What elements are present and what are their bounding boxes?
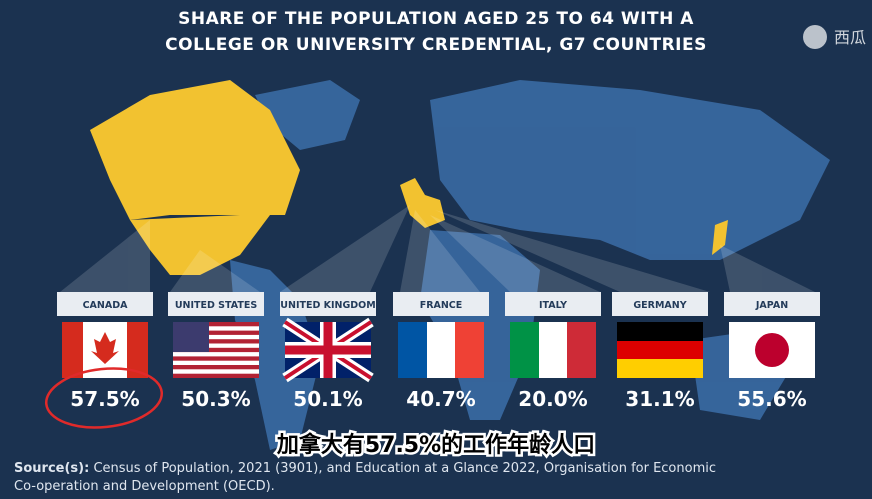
country-value: 20.0% bbox=[518, 387, 587, 411]
source-label: Source(s): bbox=[14, 461, 89, 476]
country-label-box bbox=[168, 292, 264, 316]
highlighted-countries bbox=[90, 80, 728, 275]
flag-germany bbox=[617, 322, 703, 378]
title: SHARE OF THE POPULATION AGED 25 TO 64 WI… bbox=[178, 9, 694, 29]
source-text: Census of Population, 2021 (3901), and E… bbox=[93, 461, 716, 476]
country-name: ITALY bbox=[539, 300, 567, 311]
country-label-box bbox=[280, 292, 376, 316]
country-name: CANADA bbox=[83, 300, 129, 311]
source-line: Source(s): Census of Population, 2021 (3… bbox=[14, 461, 716, 476]
country-name: FRANCE bbox=[420, 300, 463, 311]
flag-italy bbox=[510, 322, 596, 378]
flag-japan bbox=[729, 322, 815, 378]
country-name: UNITED KINGDOM bbox=[280, 300, 375, 311]
country-value: 40.7% bbox=[406, 387, 475, 411]
country-name: JAPAN bbox=[755, 300, 788, 311]
caption: 加拿大有57.5%的工作年龄人口 bbox=[276, 432, 595, 458]
watermark: 西瓜 bbox=[834, 28, 866, 47]
country-value: 55.6% bbox=[737, 387, 806, 411]
country-label-box bbox=[724, 292, 820, 316]
country-value: 50.1% bbox=[293, 387, 362, 411]
watermark-logo bbox=[803, 25, 827, 49]
country-label-box bbox=[612, 292, 708, 316]
highlight-circle bbox=[44, 367, 164, 429]
country-label-box bbox=[57, 292, 153, 316]
country-label-box bbox=[505, 292, 601, 316]
light-beams bbox=[60, 205, 815, 292]
country-label-box bbox=[393, 292, 489, 316]
country-name: UNITED STATES bbox=[175, 300, 258, 311]
country-value: 50.3% bbox=[181, 387, 250, 411]
country-value: 31.1% bbox=[625, 387, 694, 411]
country-value: 57.5% bbox=[70, 387, 139, 411]
flag-uk bbox=[282, 317, 374, 383]
title: COLLEGE OR UNIVERSITY CREDENTIAL, G7 COU… bbox=[165, 35, 707, 55]
flag-us bbox=[173, 322, 259, 378]
source-text: Co-operation and Development (OECD). bbox=[14, 479, 275, 494]
flag-france bbox=[398, 322, 484, 378]
country-name: GERMANY bbox=[633, 300, 686, 311]
